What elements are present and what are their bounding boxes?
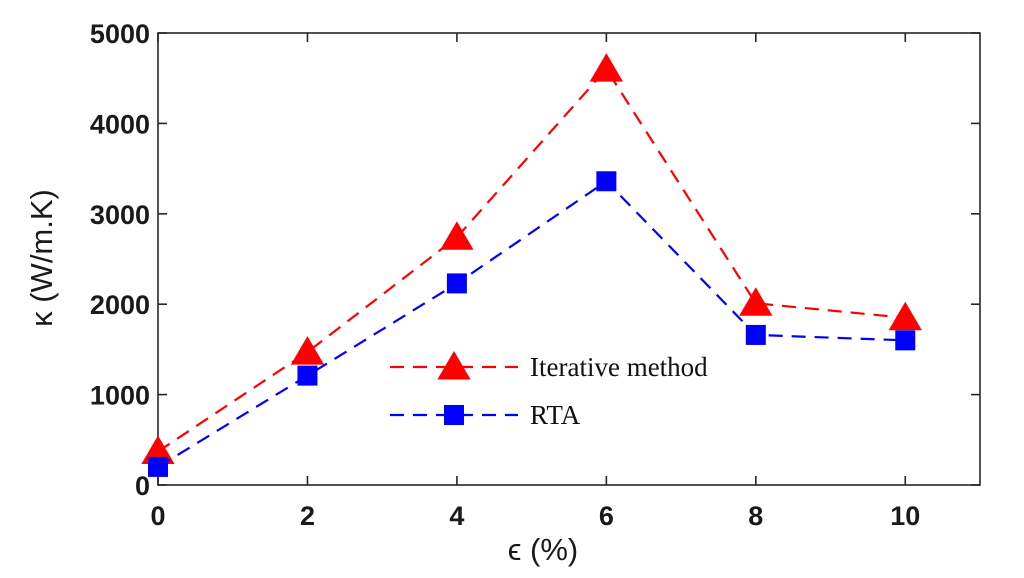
data-point-0 (888, 301, 922, 331)
data-point-1 (297, 365, 318, 386)
data-point-0 (739, 287, 773, 316)
y-tick-label: 4000 (90, 109, 150, 139)
x-tick-label: 8 (748, 501, 763, 531)
data-point-0 (440, 221, 474, 250)
series-layer (141, 53, 922, 477)
data-point-1 (895, 330, 916, 351)
plot-frame (157, 32, 981, 486)
y-axis-label: κ (W/m.K) (24, 189, 59, 327)
legend-marker-1 (444, 405, 464, 425)
x-tick-label: 2 (300, 501, 315, 531)
data-point-1 (596, 171, 617, 192)
x-tick-label: 4 (449, 501, 464, 531)
legend-label-0: Iterative method (530, 352, 708, 382)
y-tick-label: 2000 (90, 290, 150, 320)
series-line-0 (157, 67, 906, 453)
y-tick-label: 1000 (90, 381, 150, 411)
data-point-0 (290, 336, 325, 365)
data-point-1 (148, 456, 168, 477)
y-tick-label: 5000 (90, 19, 150, 49)
legend-marker-0 (437, 351, 471, 380)
x-tick-label: 0 (150, 501, 165, 531)
x-axis-label: ϵ (%) (508, 532, 579, 567)
data-point-0 (589, 53, 623, 82)
y-tick-label: 3000 (90, 200, 150, 230)
axes-layer (157, 32, 981, 486)
legend: Iterative method RTA (390, 351, 708, 430)
x-tick-label: 6 (599, 501, 614, 531)
y-tick-label: 0 (135, 471, 150, 501)
x-tick-label: 10 (890, 501, 920, 531)
data-point-1 (745, 324, 766, 345)
series-line-1 (157, 179, 906, 468)
data-point-1 (446, 273, 467, 294)
tick-labels-layer: 0 2 4 6 8 10 0 1000 2000 3000 4000 5000 (90, 19, 920, 531)
legend-label-1: RTA (530, 400, 581, 430)
